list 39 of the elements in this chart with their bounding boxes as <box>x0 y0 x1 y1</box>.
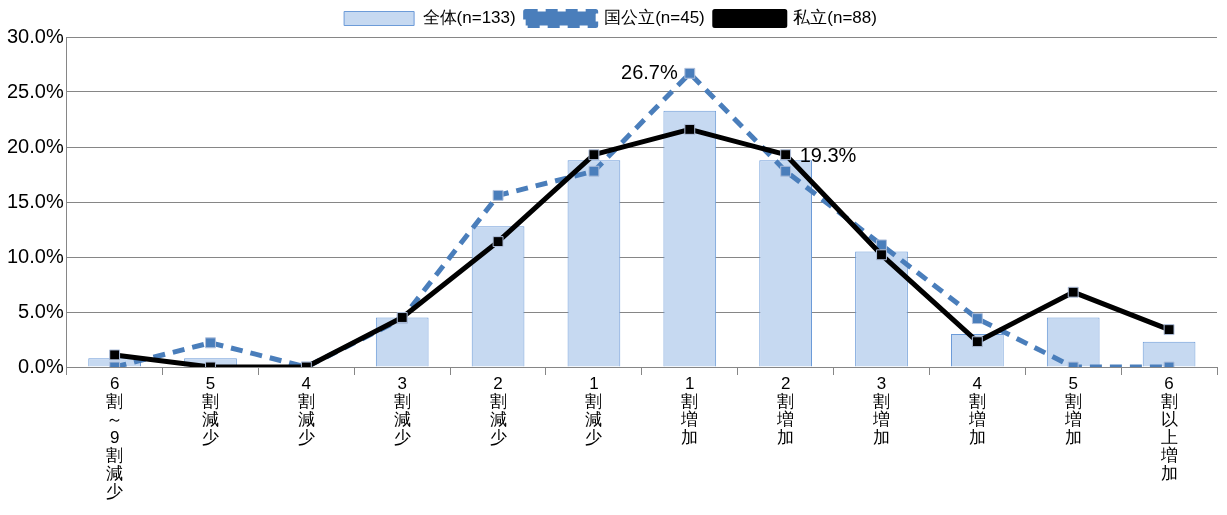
x-tick-label: 3割増加 <box>872 374 891 447</box>
point <box>1163 324 1175 336</box>
y-tick-label: 25.0% <box>6 79 64 102</box>
legend-label: 全体(n=133) <box>422 8 516 28</box>
data-label: 26.7% <box>621 60 678 83</box>
legend-label: 私立(n=88) <box>793 8 877 28</box>
x-tick-label: 2割減少 <box>488 374 508 447</box>
point <box>492 189 504 201</box>
x-tick-label: 4割減少 <box>296 374 316 447</box>
point <box>205 337 216 349</box>
x-tick-label: 1割減少 <box>584 374 604 447</box>
y-tick-label: 20.0% <box>6 134 64 157</box>
x-tick-label: 6割以上増加 <box>1159 374 1179 483</box>
y-tick-label: 10.0% <box>6 244 64 267</box>
point <box>109 349 121 361</box>
point <box>971 313 983 325</box>
point <box>588 149 600 161</box>
x-tick-label: 5割増加 <box>1063 374 1083 447</box>
y-tick-label: 15.0% <box>6 189 64 212</box>
x-tick-label: 5割減少 <box>201 374 220 447</box>
legend-label: 国公立(n=45) <box>604 8 705 28</box>
y-tick-label: 5.0% <box>18 299 64 322</box>
point <box>876 249 887 261</box>
x-tick-label: 6割～9割減少 <box>105 374 125 501</box>
x-tick-label: 1割増加 <box>680 374 700 447</box>
y-tick-label: 30.0% <box>6 24 64 47</box>
x-tick-label: 4割増加 <box>967 374 987 447</box>
x-tick-label: 2割増加 <box>776 374 796 447</box>
point <box>684 123 696 135</box>
y-tick-label: 0.0% <box>18 354 64 377</box>
point <box>588 165 600 177</box>
x-tick-label: 3割減少 <box>392 374 412 447</box>
point <box>780 165 792 177</box>
point <box>780 149 792 161</box>
data-label: 19.3% <box>799 144 857 167</box>
point <box>1067 286 1079 298</box>
point <box>684 67 696 79</box>
point <box>492 236 504 248</box>
point <box>971 336 983 348</box>
